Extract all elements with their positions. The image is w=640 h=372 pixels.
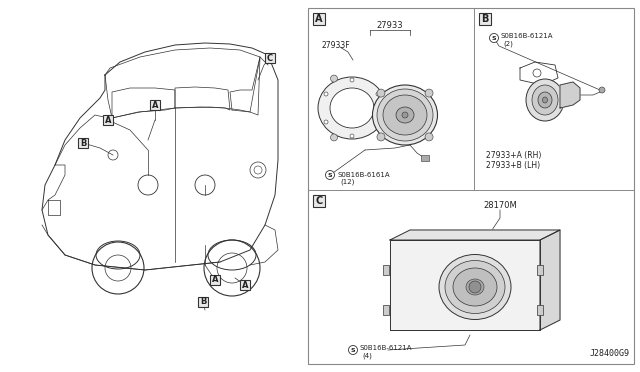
FancyBboxPatch shape [103,115,113,125]
Text: S: S [351,347,355,353]
Ellipse shape [439,254,511,320]
FancyBboxPatch shape [308,8,634,364]
Text: B: B [80,138,86,148]
Circle shape [350,78,354,82]
Text: S0B16B-6121A: S0B16B-6121A [501,33,554,39]
Text: (4): (4) [362,353,372,359]
Circle shape [533,69,541,77]
Text: J28400G9: J28400G9 [590,349,630,358]
FancyBboxPatch shape [265,53,275,63]
Circle shape [330,75,337,82]
FancyBboxPatch shape [479,13,491,25]
Polygon shape [540,230,560,330]
FancyBboxPatch shape [383,305,389,315]
Text: 28170M: 28170M [483,201,517,209]
Circle shape [330,134,337,141]
FancyBboxPatch shape [198,297,208,307]
Ellipse shape [526,79,564,121]
Text: 27933+B (LH): 27933+B (LH) [486,160,540,170]
FancyBboxPatch shape [240,280,250,290]
Ellipse shape [466,279,484,295]
FancyBboxPatch shape [313,13,325,25]
FancyBboxPatch shape [78,138,88,148]
Circle shape [425,89,433,97]
Ellipse shape [543,97,547,103]
Text: S: S [492,35,496,41]
Ellipse shape [532,85,558,115]
Text: S0B16B-6161A: S0B16B-6161A [338,172,390,178]
Text: (12): (12) [340,179,355,185]
Ellipse shape [402,112,408,118]
Polygon shape [390,230,560,240]
Ellipse shape [318,77,386,139]
Text: 27933+A (RH): 27933+A (RH) [486,151,541,160]
Circle shape [377,133,385,141]
FancyBboxPatch shape [537,265,543,275]
Circle shape [324,120,328,124]
FancyBboxPatch shape [313,195,325,207]
Text: A: A [242,280,248,289]
Ellipse shape [445,260,505,314]
FancyBboxPatch shape [421,155,429,161]
FancyBboxPatch shape [150,100,160,110]
Ellipse shape [377,89,433,141]
Circle shape [469,281,481,293]
Ellipse shape [538,92,552,108]
Text: B: B [200,298,206,307]
Circle shape [350,134,354,138]
Text: B: B [481,14,489,24]
Circle shape [376,92,380,96]
Circle shape [326,170,335,180]
Ellipse shape [383,95,427,135]
FancyBboxPatch shape [383,265,389,275]
Ellipse shape [453,268,497,306]
Circle shape [425,133,433,141]
Circle shape [599,87,605,93]
Circle shape [324,92,328,96]
Circle shape [377,89,385,97]
Text: C: C [316,196,323,206]
Polygon shape [560,82,580,108]
Ellipse shape [396,107,414,123]
Text: A: A [105,115,111,125]
Text: (2): (2) [503,41,513,47]
Text: A: A [152,100,158,109]
Circle shape [349,346,358,355]
Text: 27933: 27933 [377,20,403,29]
Text: A: A [212,276,218,285]
Text: 27933F: 27933F [322,41,351,49]
Text: C: C [267,54,273,62]
Text: S0B16B-6121A: S0B16B-6121A [360,345,413,351]
Circle shape [490,33,499,42]
Polygon shape [390,240,540,330]
FancyBboxPatch shape [210,275,220,285]
FancyBboxPatch shape [537,305,543,315]
Text: A: A [316,14,323,24]
Circle shape [376,120,380,124]
Ellipse shape [330,88,374,128]
Circle shape [385,105,392,112]
Ellipse shape [372,85,438,145]
Text: S: S [328,173,332,177]
